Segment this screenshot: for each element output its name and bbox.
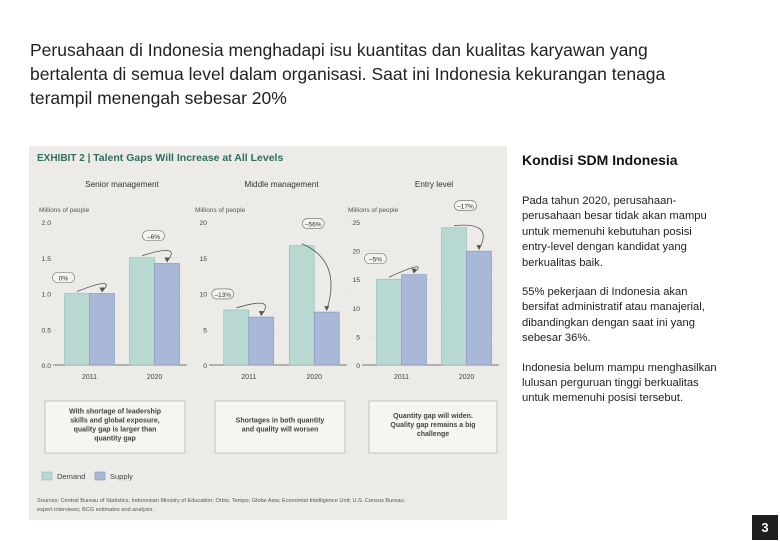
gap-label-box (52, 272, 75, 283)
bar-demand-2020 (129, 257, 155, 366)
gap-arrowhead (324, 306, 330, 312)
y-tick-label: 15 (352, 277, 360, 284)
y-tick-label: 1.0 (42, 292, 52, 299)
bar-supply-2020 (466, 250, 492, 366)
x-tick-label: 2020 (147, 374, 163, 381)
x-tick-label: 2011 (394, 374, 409, 381)
gap-arrowhead (411, 268, 417, 274)
source-text: expert interviews; BCG estimates and ana… (37, 507, 154, 513)
gap-label: 0% (59, 276, 69, 283)
legend-swatch-supply (94, 471, 106, 481)
gap-arrow (301, 243, 332, 311)
right-paragraph-2: 55% pekerjaan di Indonesia akan bersifat… (522, 286, 705, 345)
y-tick-label: 0.5 (42, 327, 52, 334)
y-tick-label: 20 (352, 249, 360, 256)
gap-label-box (211, 288, 235, 300)
gap-arrow (453, 224, 484, 250)
gap-label: –56% (305, 222, 322, 229)
bar-supply-2011 (401, 274, 427, 366)
y-tick-label: 5 (356, 334, 360, 341)
exhibit-chart: EXHIBIT 2 | Talent Gaps Will Increase at… (29, 146, 507, 520)
gap-arrow (141, 249, 172, 262)
y-tick-label: 5 (203, 327, 207, 334)
bar-demand-2011 (223, 309, 250, 366)
x-tick-label: 2011 (82, 374, 97, 381)
bar-supply-2020 (154, 263, 180, 366)
x-tick-label: 2020 (306, 374, 322, 381)
y-tick-label: 10 (199, 292, 207, 299)
bar-demand-2020 (288, 245, 315, 366)
legend-swatch-demand (41, 471, 53, 481)
bar-demand-2011 (376, 278, 402, 366)
note-text-1: With shortage of leadership (69, 409, 161, 416)
exhibit-title: EXHIBIT 2 | Talent Gaps Will Increase at… (37, 152, 283, 164)
note-box-3 (368, 400, 498, 454)
y-tick-label: 2.0 (42, 220, 52, 227)
panel-ylabel-3: Millions of people (348, 207, 399, 214)
right-panel: Kondisi SDM Indonesia Pada tahun 2020, p… (522, 152, 722, 421)
right-paragraph-3: Indonesia belum mampu menghasilkan lulus… (522, 361, 717, 405)
panel-ylabel-2: Millions of people (195, 207, 246, 214)
gap-label-box (142, 230, 165, 242)
note-text-1: skills and global exposure, (70, 418, 160, 425)
x-tick-label: 2011 (241, 374, 256, 381)
note-text-3: Quantity gap will widen. (393, 413, 473, 420)
gap-arrow (76, 283, 107, 292)
source-text: Sources: Central Bureau of Statistics; I… (37, 498, 405, 504)
x-tick-label: 2020 (459, 374, 475, 381)
gap-arrow (236, 302, 266, 316)
gap-label-box (301, 218, 325, 229)
y-tick-label: 0.0 (42, 363, 52, 370)
bar-supply-2011 (89, 293, 115, 366)
bar-supply-2011 (248, 316, 275, 366)
panel-ylabel-1: Millions of people (39, 207, 90, 214)
y-tick-label: 0 (203, 363, 207, 370)
gap-label: –13% (214, 292, 231, 299)
gap-arrowhead (476, 245, 482, 251)
bar-demand-2011 (64, 293, 90, 366)
bar-supply-2020 (313, 311, 340, 366)
gap-label-box (454, 200, 477, 212)
legend-label-supply: Supply (110, 472, 133, 481)
panel-title-3: Entry level (415, 180, 453, 189)
panel-title-1: Senior management (85, 180, 159, 189)
gap-arrowhead (99, 287, 105, 293)
gap-label: –17% (457, 204, 474, 211)
gap-arrowhead (258, 311, 264, 317)
note-text-2: and quality will worsen (242, 427, 319, 434)
note-box-1 (44, 400, 186, 454)
bar-demand-2020 (441, 227, 467, 366)
y-tick-label: 20 (199, 220, 207, 227)
y-tick-label: 10 (352, 306, 360, 313)
legend-label-demand: Demand (57, 472, 85, 481)
note-text-3: challenge (417, 431, 449, 438)
headline: Perusahaan di Indonesia menghadapi isu k… (30, 40, 666, 108)
gap-label: –5% (369, 257, 382, 264)
exhibit-svg: EXHIBIT 2 | Talent Gaps Will Increase at… (37, 152, 499, 513)
note-text-1: quality gap is larger than (74, 427, 157, 434)
note-text-2: Shortages in both quantity (236, 418, 325, 425)
panel-title-2: Middle management (244, 180, 319, 189)
gap-label-box (364, 253, 387, 264)
gap-arrow (388, 266, 419, 278)
y-tick-label: 0 (356, 363, 360, 370)
page-number: 3 (752, 515, 778, 540)
y-tick-label: 1.5 (42, 256, 52, 263)
right-paragraph-1: Pada tahun 2020, perusahaan-perusahaan b… (522, 195, 707, 269)
gap-arrowhead (164, 257, 170, 263)
note-text-3: Quality gap remains a big (390, 422, 475, 429)
gap-label: –6% (147, 234, 160, 241)
right-heading: Kondisi SDM Indonesia (522, 152, 678, 168)
y-tick-label: 25 (352, 220, 360, 227)
y-tick-label: 15 (199, 256, 207, 263)
note-text-1: quantity gap (94, 436, 136, 443)
note-box-2 (214, 400, 346, 454)
